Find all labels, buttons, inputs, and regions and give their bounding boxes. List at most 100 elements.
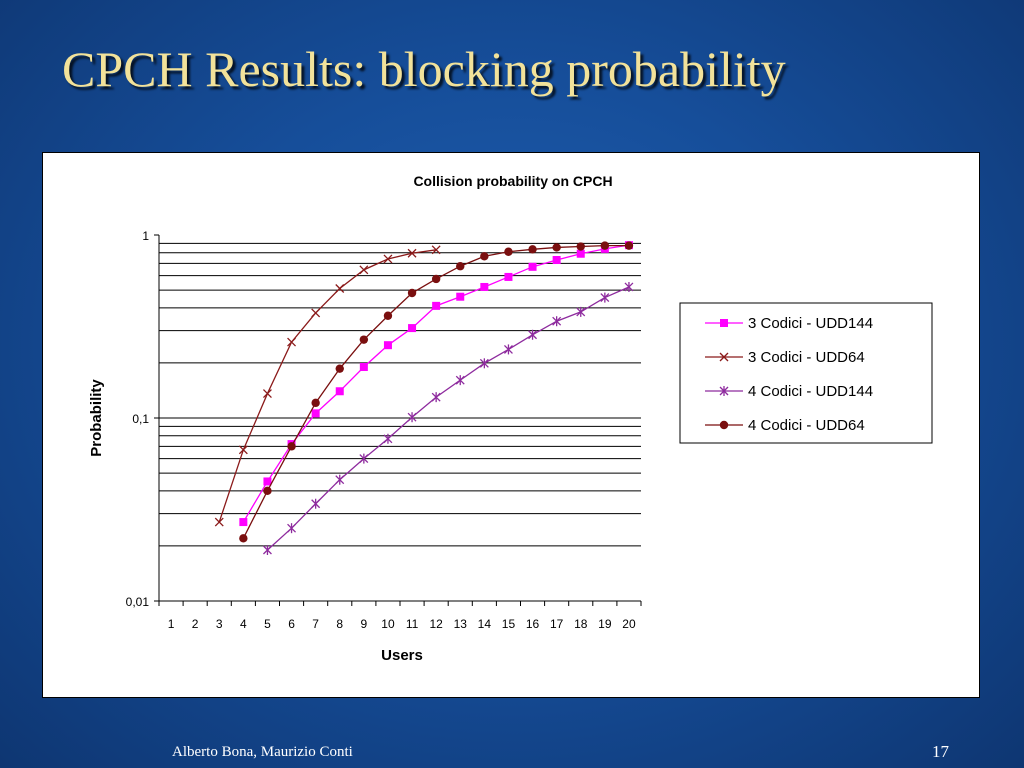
data-point [239,534,248,543]
data-point [552,316,562,327]
data-point [383,311,393,320]
data-point [383,341,392,350]
data-point [335,474,345,485]
data-point [287,442,296,451]
footer-author: Alberto Bona, Maurizio Conti [172,744,353,760]
legend-marker [719,386,729,396]
data-point [311,308,321,318]
page-number: 17 [932,742,949,761]
data-point [600,241,610,250]
chart-title: Collision probability on CPCH [413,173,612,189]
legend-marker [719,420,729,430]
series-line [267,286,630,551]
x-tick-label: 17 [550,617,564,631]
data-point [600,292,610,303]
data-point [238,445,248,455]
x-tick-label: 4 [240,617,247,631]
data-point [479,358,489,369]
data-point [407,412,417,423]
series-4 [239,241,634,543]
data-point [503,344,513,355]
data-point [431,392,441,403]
legend: 3 Codici - UDD144 3 Codici - UDD64 4 Codic… [679,302,933,444]
slide-title: CPCH Results: blocking probability [62,41,786,97]
data-point [335,284,345,293]
legend-label: 4 Codici - UDD144 [748,383,873,400]
x-tick-label: 11 [406,617,419,631]
legend-label: 3 Codici - UDD144 [748,315,873,332]
x-tick-label: 5 [264,617,271,631]
data-point [528,329,538,340]
legend-item: 4 Codici - UDD64 [705,417,865,434]
x-tick-label: 7 [312,617,319,631]
x-tick-label: 16 [526,617,540,631]
x-tick-label: 15 [502,617,516,631]
y-tick-label: 1 [142,229,149,243]
data-point [552,243,561,252]
data-point [407,248,417,258]
legend-marker [720,319,728,327]
x-tick-label: 8 [336,617,343,631]
data-point [432,301,441,310]
data-point [311,409,320,418]
data-point [263,477,272,486]
x-tick-label: 6 [288,617,295,631]
y-tick-label: 0,1 [132,412,149,426]
data-point [359,265,369,275]
x-tick-label: 20 [622,617,636,631]
data-point [528,262,537,271]
data-point [431,274,441,284]
data-point [624,281,634,292]
data-point [576,249,585,258]
series-line [218,249,437,523]
data-point [408,324,417,333]
y-axis-label: Probability [88,379,105,457]
data-point [311,498,321,509]
data-point [576,306,586,317]
data-point [262,544,272,555]
series-2 [214,245,441,527]
legend-label: 4 Codici - UDD64 [748,417,865,434]
data-point [335,364,344,373]
data-point [214,517,224,527]
data-point [504,247,513,256]
legend-item: 4 Codici - UDD144 [705,383,873,400]
legend-item: 3 Codici - UDD64 [705,349,865,366]
x-tick-label: 1 [168,617,175,631]
data-point [359,453,369,464]
data-point [456,262,465,271]
x-tick-label: 10 [381,617,395,631]
series-3 [262,281,634,555]
data-point [455,375,465,386]
data-point [311,398,320,408]
legend-item: 3 Codici - UDD144 [705,315,873,332]
x-axis-label: Users [381,647,423,664]
data-point [383,254,393,264]
x-tick-label: 2 [192,617,199,631]
x-tick-label: 14 [478,617,492,631]
chart-frame: Collision probability on CPCH 0,01 0,1 1 1 2 3… [42,152,980,698]
y-tick-label: 0,01 [126,595,150,609]
x-tick-label: 9 [361,617,368,631]
legend-marker [719,352,729,362]
data-point [263,486,272,496]
data-point [287,337,297,347]
x-tick-label: 12 [429,617,443,631]
data-point [480,282,489,291]
data-point [262,389,272,399]
x-tick-label: 18 [574,617,588,631]
data-point [407,288,417,298]
data-point [504,272,513,281]
data-point [359,362,368,371]
x-tick-label: 13 [454,617,468,631]
series-line [242,244,629,539]
legend-label: 3 Codici - UDD64 [748,349,865,366]
data-point [456,292,465,301]
data-point [239,518,248,527]
x-tick-label: 3 [216,617,223,631]
data-point [431,245,441,255]
data-point [383,433,393,444]
data-point [359,335,369,344]
data-point [552,256,561,265]
